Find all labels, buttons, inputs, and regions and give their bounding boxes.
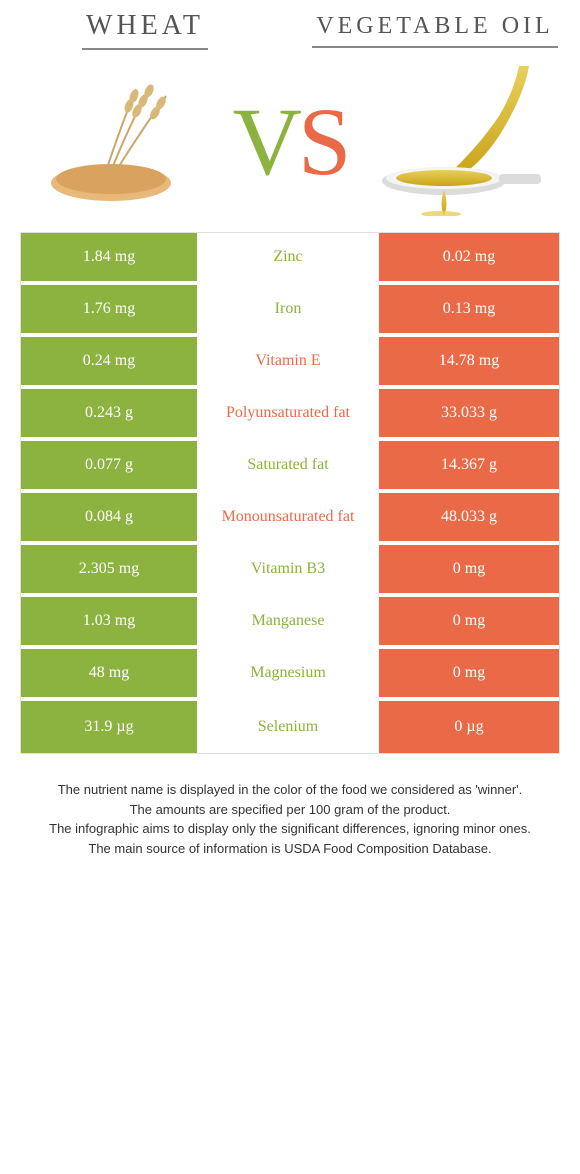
footer-line-2: The amounts are specified per 100 gram o… (40, 800, 540, 820)
vs-label: VS (233, 86, 348, 197)
table-row: 0.077 gSaturated fat14.367 g (21, 441, 559, 493)
header: Wheat Vegetable oil (0, 0, 580, 66)
table-row: 1.84 mgZinc0.02 mg (21, 233, 559, 285)
table-row: 0.084 gMonounsaturated fat48.033 g (21, 493, 559, 545)
left-value: 0.077 g (21, 441, 201, 489)
nutrient-name: Vitamin B3 (201, 545, 379, 593)
right-value: 0 mg (379, 649, 559, 697)
right-value: 0.02 mg (379, 233, 559, 281)
footer-line-1: The nutrient name is displayed in the co… (40, 780, 540, 800)
nutrient-name: Manganese (201, 597, 379, 645)
right-title: Vegetable oil (312, 12, 557, 49)
right-value: 33.033 g (379, 389, 559, 437)
left-value: 31.9 µg (21, 701, 201, 753)
illustration-row: VS (0, 66, 580, 232)
left-value: 1.84 mg (21, 233, 201, 281)
comparison-table: 1.84 mgZinc0.02 mg1.76 mgIron0.13 mg0.24… (20, 232, 560, 754)
oil-image (357, 66, 560, 216)
footer-notes: The nutrient name is displayed in the co… (40, 780, 540, 858)
table-row: 48 mgMagnesium0 mg (21, 649, 559, 701)
nutrient-name: Saturated fat (201, 441, 379, 489)
nutrient-name: Zinc (201, 233, 379, 281)
nutrient-name: Magnesium (201, 649, 379, 697)
footer-line-4: The main source of information is USDA F… (40, 839, 540, 859)
nutrient-name: Polyunsaturated fat (201, 389, 379, 437)
table-row: 0.243 gPolyunsaturated fat33.033 g (21, 389, 559, 441)
header-right: Vegetable oil (290, 12, 580, 49)
header-left: Wheat (0, 10, 290, 50)
right-value: 14.367 g (379, 441, 559, 489)
left-value: 48 mg (21, 649, 201, 697)
left-value: 2.305 mg (21, 545, 201, 593)
left-value: 1.76 mg (21, 285, 201, 333)
wheat-image (20, 71, 223, 211)
footer-line-3: The infographic aims to display only the… (40, 819, 540, 839)
right-value: 14.78 mg (379, 337, 559, 385)
right-value: 0 mg (379, 597, 559, 645)
left-value: 0.084 g (21, 493, 201, 541)
nutrient-name: Selenium (201, 701, 379, 753)
table-row: 1.76 mgIron0.13 mg (21, 285, 559, 337)
right-value: 0 mg (379, 545, 559, 593)
left-title: Wheat (82, 10, 208, 50)
vs-s: S (298, 88, 347, 195)
table-row: 1.03 mgManganese0 mg (21, 597, 559, 649)
table-row: 2.305 mgVitamin B30 mg (21, 545, 559, 597)
nutrient-name: Iron (201, 285, 379, 333)
left-value: 0.24 mg (21, 337, 201, 385)
vs-v: V (233, 88, 298, 195)
left-value: 0.243 g (21, 389, 201, 437)
right-value: 0.13 mg (379, 285, 559, 333)
right-value: 48.033 g (379, 493, 559, 541)
right-value: 0 µg (379, 701, 559, 753)
nutrient-name: Monounsaturated fat (201, 493, 379, 541)
table-row: 31.9 µgSelenium0 µg (21, 701, 559, 753)
left-value: 1.03 mg (21, 597, 201, 645)
nutrient-name: Vitamin E (201, 337, 379, 385)
table-row: 0.24 mgVitamin E14.78 mg (21, 337, 559, 389)
